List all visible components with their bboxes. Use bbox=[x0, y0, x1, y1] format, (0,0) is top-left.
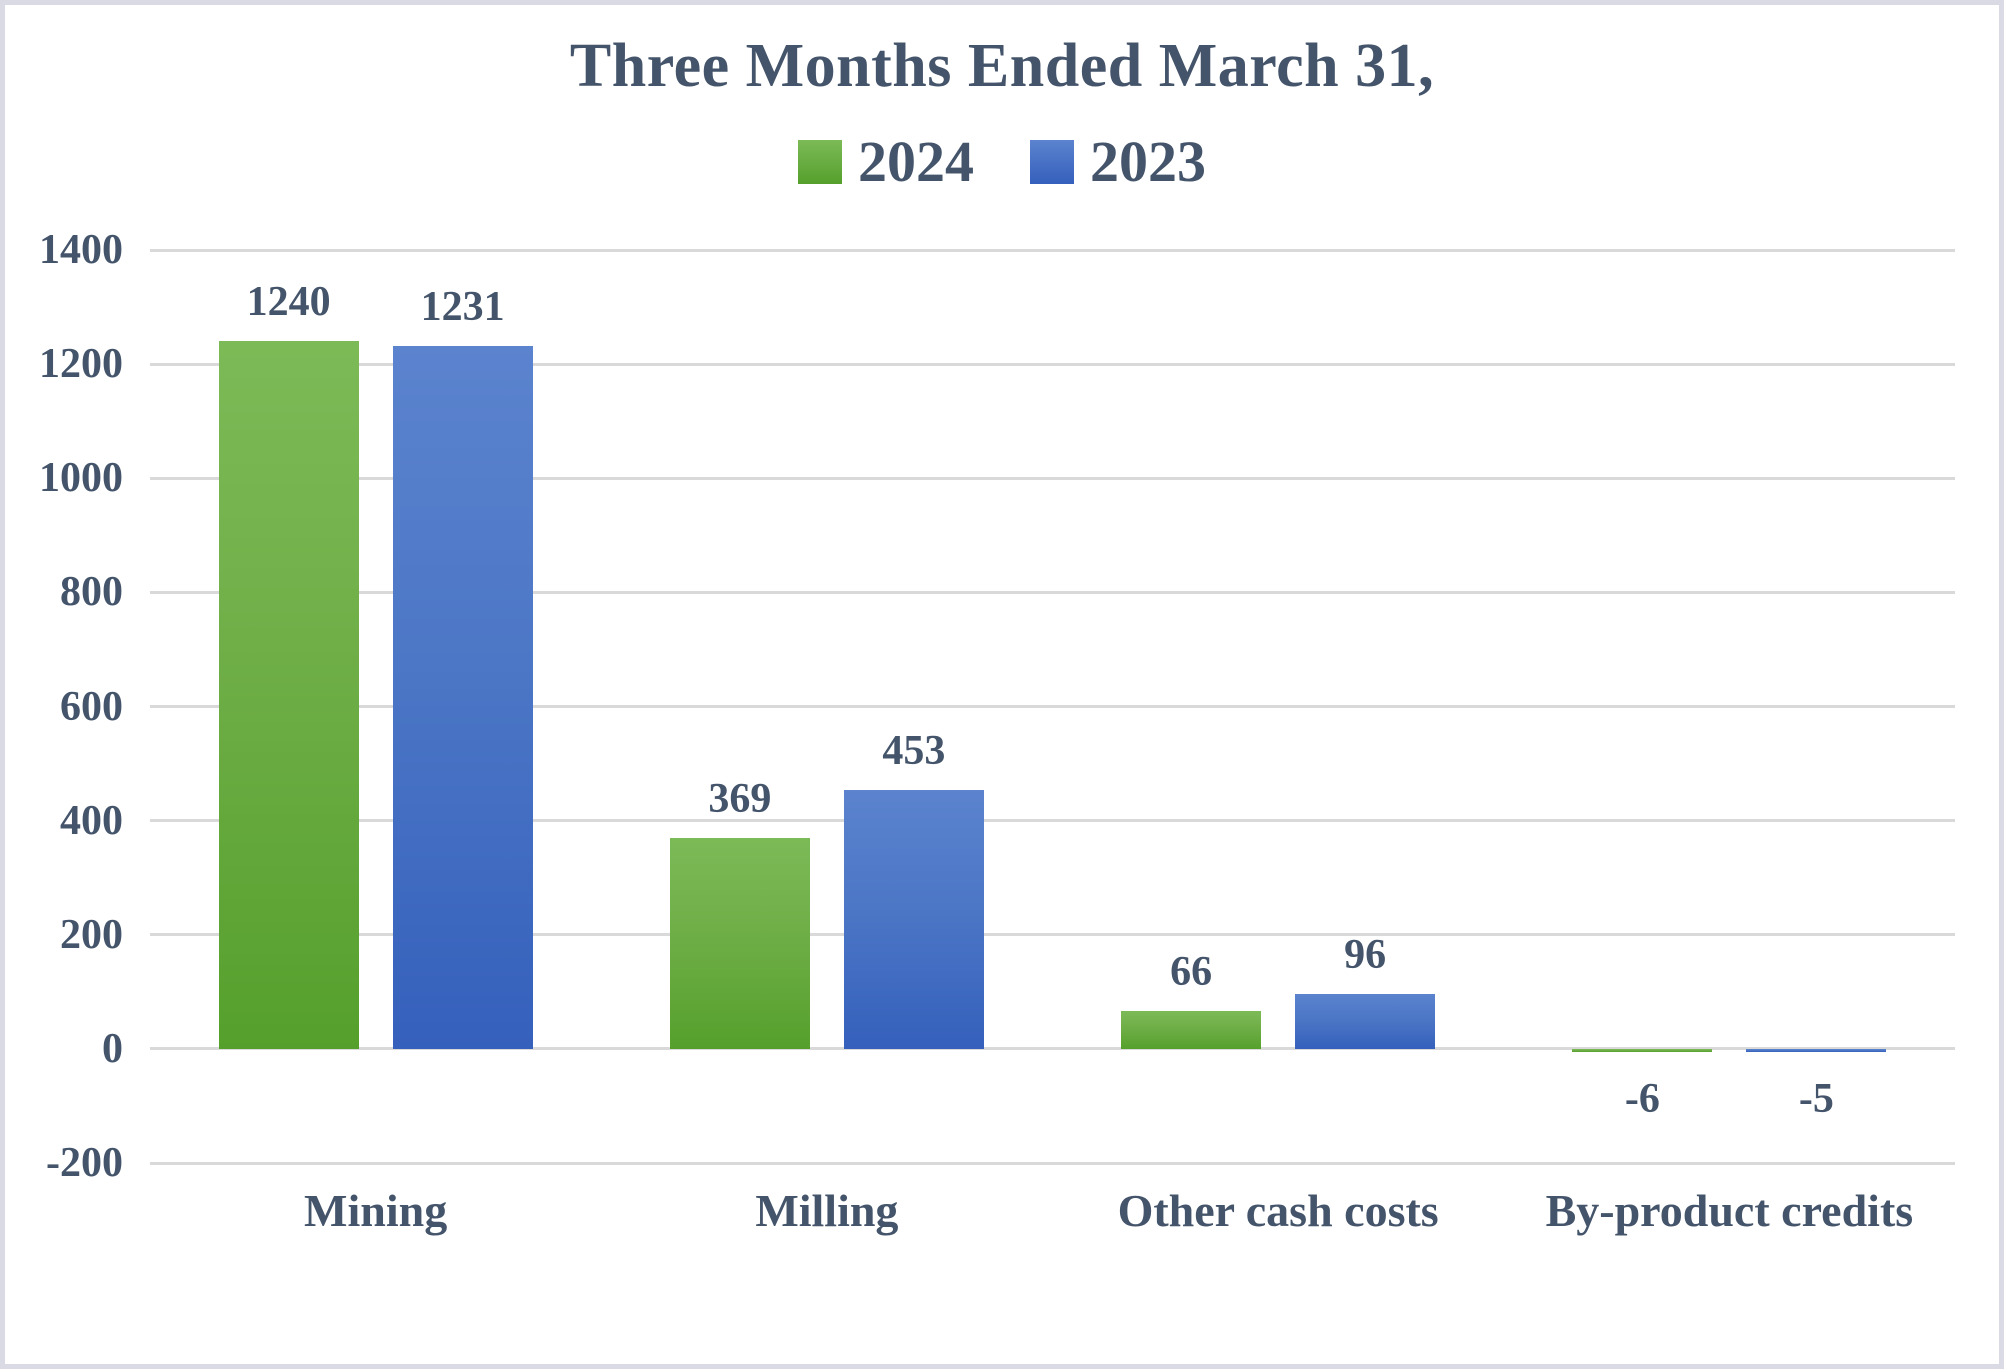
chart-legend: 2024 2023 bbox=[5, 133, 1999, 191]
y-tick-label-200: 200 bbox=[60, 911, 123, 958]
value-label-2024-other-cash-costs: 66 bbox=[1170, 949, 1213, 996]
gridline-0 bbox=[150, 1047, 1955, 1051]
y-tick-label-0: 0 bbox=[102, 1025, 123, 1072]
bar-2023-other-cash-costs bbox=[1295, 994, 1436, 1049]
bar-2023-milling bbox=[843, 790, 984, 1049]
x-category-label-mining: Mining bbox=[304, 1185, 448, 1236]
legend-swatch-2024 bbox=[798, 140, 842, 184]
bar-2024-by-product-credits bbox=[1572, 1048, 1713, 1053]
value-label-2023-milling: 453 bbox=[882, 728, 946, 775]
y-tick-label-1200: 1200 bbox=[39, 341, 123, 388]
chart-title: Three Months Ended March 31, bbox=[569, 32, 1435, 100]
bar-2024-other-cash-costs bbox=[1121, 1011, 1262, 1049]
value-label-2024-milling: 369 bbox=[708, 776, 772, 823]
legend-label-2024: 2024 bbox=[858, 129, 974, 194]
x-category-label-other-cash-costs: Other cash costs bbox=[1117, 1185, 1439, 1236]
gridline-200 bbox=[150, 933, 1955, 937]
y-tick-label-400: 400 bbox=[60, 797, 123, 844]
value-label-2024-mining: 1240 bbox=[246, 279, 331, 326]
gridline-1000 bbox=[150, 476, 1955, 480]
value-label-2023-mining: 1231 bbox=[420, 284, 505, 331]
bar-2023-by-product-credits bbox=[1746, 1048, 1887, 1052]
gridline-600 bbox=[150, 705, 1955, 708]
value-label-2023-other-cash-costs: 96 bbox=[1344, 932, 1387, 979]
gridline-800 bbox=[150, 590, 1955, 594]
y-tick-label-800: 800 bbox=[60, 569, 123, 616]
bar-2024-mining bbox=[218, 341, 359, 1049]
legend-item-2023: 2023 bbox=[1030, 133, 1206, 191]
plot-area: 1400 1200 1000 800 600 400 200 0 -200 1240 1231 Min… bbox=[5, 5, 1999, 1364]
value-label-2024-by-product-credits: -6 bbox=[1624, 1076, 1660, 1123]
y-tick-label-1000: 1000 bbox=[39, 455, 123, 502]
legend-item-2024: 2024 bbox=[798, 133, 974, 191]
gridline--200 bbox=[150, 1161, 1955, 1165]
gridline-400 bbox=[150, 819, 1955, 823]
y-tick-label--200: -200 bbox=[46, 1140, 123, 1186]
bar-2023-mining bbox=[392, 346, 533, 1049]
bar-2024-milling bbox=[669, 838, 810, 1049]
gridline-1400 bbox=[150, 248, 1955, 252]
x-category-label-milling: Milling bbox=[755, 1185, 899, 1236]
value-label-2023-by-product-credits: -5 bbox=[1798, 1075, 1834, 1122]
gridline-1200 bbox=[150, 362, 1955, 366]
y-tick-label-600: 600 bbox=[60, 683, 123, 730]
legend-label-2023: 2023 bbox=[1090, 129, 1206, 194]
y-tick-label-1400: 1400 bbox=[39, 227, 123, 273]
legend-swatch-2023 bbox=[1030, 140, 1074, 184]
x-category-label-by-product-credits: By-product credits bbox=[1545, 1185, 1914, 1236]
